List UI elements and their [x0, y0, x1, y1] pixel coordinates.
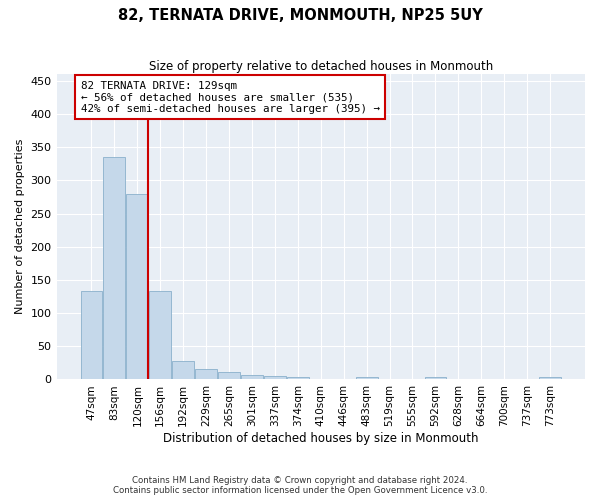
Bar — [80, 291, 103, 380]
Y-axis label: Number of detached properties: Number of detached properties — [15, 139, 25, 314]
Text: 82, TERNATA DRIVE, MONMOUTH, NP25 5UY: 82, TERNATA DRIVE, MONMOUTH, NP25 5UY — [118, 8, 482, 22]
Bar — [264, 376, 286, 380]
Bar — [425, 377, 446, 380]
Bar — [172, 361, 194, 380]
Bar — [149, 291, 171, 380]
Text: 82 TERNATA DRIVE: 129sqm
← 56% of detached houses are smaller (535)
42% of semi-: 82 TERNATA DRIVE: 129sqm ← 56% of detach… — [80, 81, 380, 114]
Bar — [103, 157, 125, 380]
Bar — [356, 377, 377, 380]
Text: Contains HM Land Registry data © Crown copyright and database right 2024.
Contai: Contains HM Land Registry data © Crown c… — [113, 476, 487, 495]
Bar — [287, 377, 309, 380]
Bar — [539, 377, 561, 380]
Title: Size of property relative to detached houses in Monmouth: Size of property relative to detached ho… — [149, 60, 493, 73]
Bar — [195, 369, 217, 380]
Bar — [241, 375, 263, 380]
X-axis label: Distribution of detached houses by size in Monmouth: Distribution of detached houses by size … — [163, 432, 479, 445]
Bar — [127, 194, 148, 380]
Bar — [218, 372, 240, 380]
